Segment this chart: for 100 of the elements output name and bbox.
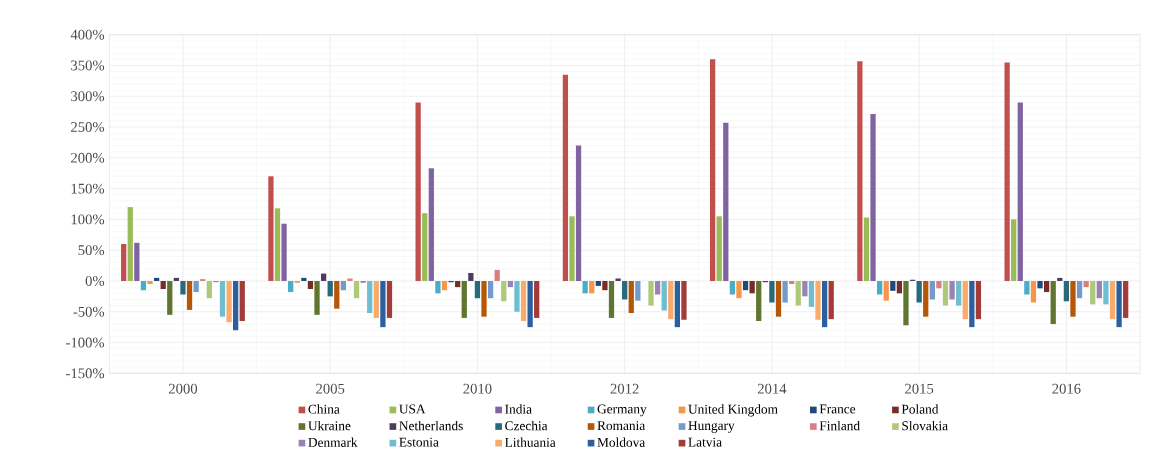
legend-label: China [308, 404, 340, 414]
bar [428, 168, 434, 281]
legend-label: Poland [901, 404, 939, 414]
bar [140, 280, 147, 291]
bar [775, 280, 782, 317]
bar [1116, 280, 1122, 328]
bar [782, 280, 788, 303]
bar [268, 176, 274, 281]
legend-label: USA [399, 404, 426, 414]
bar [340, 280, 347, 291]
bar [1024, 280, 1030, 295]
bar [1011, 219, 1017, 281]
bar [716, 216, 722, 281]
bar [942, 280, 949, 306]
bar [674, 280, 680, 328]
bar [681, 280, 687, 320]
bar [668, 280, 674, 320]
legend-label: Finland [819, 420, 860, 431]
bar [1004, 62, 1010, 281]
x-tick-label: 2016 [1052, 383, 1081, 394]
bar [206, 280, 212, 299]
bar [802, 280, 808, 297]
bar [127, 207, 133, 281]
bar [648, 280, 654, 306]
bar [615, 278, 621, 281]
x-tick-label: 2000 [168, 383, 198, 394]
bar [969, 280, 975, 328]
bar [1057, 277, 1063, 281]
bar [863, 217, 870, 281]
x-tick-label: 2015 [905, 383, 934, 394]
bar [635, 280, 641, 301]
bar [514, 280, 520, 312]
legend-label: Estonia [399, 437, 439, 447]
legend-label: Lithuania [505, 437, 556, 447]
legend-label: United Kingdom [688, 404, 778, 417]
bar [857, 61, 863, 281]
bar [501, 280, 507, 302]
bar [929, 280, 935, 300]
bar [828, 280, 834, 320]
bar [723, 122, 729, 281]
bar [808, 280, 815, 307]
bar [134, 242, 140, 281]
bar [1083, 280, 1089, 288]
y-tick-label: 200% [71, 152, 105, 163]
bar [661, 280, 667, 311]
legend-label: Latvia [688, 437, 722, 447]
bar [710, 59, 716, 281]
bar [507, 280, 514, 288]
x-tick-label: 2012 [610, 383, 639, 394]
bar [654, 280, 661, 295]
bar [347, 278, 353, 281]
legend-label: Romania [597, 421, 646, 431]
legend-label: India [505, 404, 532, 414]
legend-label: Netherlands [399, 420, 463, 431]
bar [441, 280, 448, 291]
x-tick-label: 2014 [757, 383, 787, 394]
bar [1123, 280, 1129, 318]
bar [534, 280, 540, 318]
bar [876, 280, 883, 295]
bar [1050, 280, 1056, 325]
legend-label: Denmark [308, 437, 358, 447]
legend-label: Slovakia [902, 420, 948, 431]
y-tick-label: -100% [66, 337, 105, 348]
bar [147, 280, 153, 285]
bar [367, 280, 373, 313]
y-tick-label: 0% [85, 276, 105, 286]
bar [494, 269, 500, 281]
bar [936, 280, 942, 289]
bar [435, 280, 441, 294]
bar [334, 280, 340, 309]
bar [729, 280, 736, 295]
bar [353, 280, 360, 299]
bar [320, 273, 327, 281]
legend-label: Hungary [688, 421, 735, 433]
bar [890, 280, 896, 291]
bar [736, 280, 742, 299]
y-tick-label: 350% [71, 60, 105, 71]
bar [487, 280, 494, 299]
bar [173, 277, 180, 281]
bar [520, 280, 527, 321]
bar [193, 280, 199, 293]
bar [1063, 280, 1070, 302]
bar [1043, 280, 1050, 293]
y-tick-label: -50% [73, 306, 105, 317]
bar [608, 280, 615, 318]
bar [373, 280, 379, 318]
bar [167, 280, 173, 315]
bar [422, 213, 428, 281]
bar [595, 280, 601, 286]
bar [956, 280, 962, 306]
bar [1030, 280, 1037, 303]
y-tick-label: -150% [66, 368, 105, 379]
bar [582, 280, 588, 294]
bar [415, 102, 421, 281]
bar [153, 277, 160, 281]
bar [1037, 280, 1043, 289]
legend-label: Ukraine [308, 420, 351, 431]
bar [749, 280, 755, 294]
bar [281, 223, 287, 281]
bar [226, 280, 232, 323]
